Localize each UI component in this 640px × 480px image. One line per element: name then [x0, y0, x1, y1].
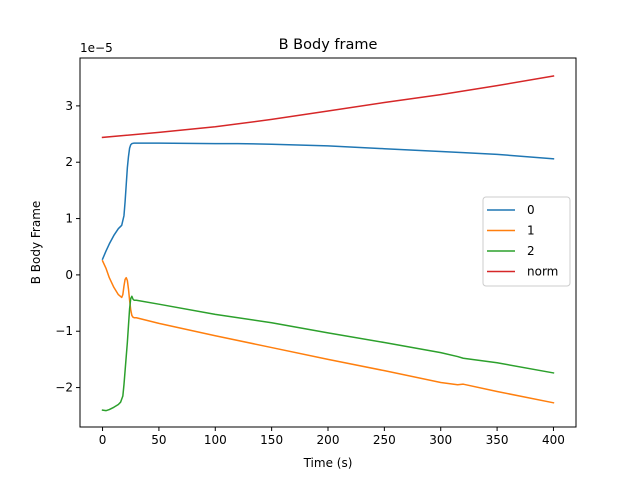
- x-axis-ticks: 0 50 100 150 200 250 300 350 400: [99, 427, 565, 447]
- x-tick-label: 350: [486, 433, 509, 447]
- chart-title: B Body frame: [279, 37, 378, 53]
- legend-label-0: 0: [527, 203, 535, 217]
- series-line-0: [101, 142, 555, 261]
- y-axis-ticks: −2 −1 0 1 2 3: [55, 99, 80, 395]
- legend-label-2: 2: [527, 244, 535, 258]
- x-tick-label: 100: [204, 433, 227, 447]
- legend: 0 1 2 norm: [482, 196, 571, 287]
- y-tick-label: 0: [65, 268, 73, 282]
- y-tick-label: −1: [55, 324, 73, 338]
- series-line-2: [101, 295, 555, 412]
- y-tick-label: 1: [65, 212, 73, 226]
- legend-label-1: 1: [527, 224, 535, 238]
- y-tick-label: 2: [65, 155, 73, 169]
- x-axis-title: Time (s): [303, 456, 353, 470]
- x-tick-label: 200: [317, 433, 340, 447]
- x-tick-label: 300: [429, 433, 452, 447]
- y-axis-offset-text: 1e−5: [80, 41, 113, 55]
- series-line-1: [101, 259, 555, 404]
- x-tick-label: 150: [260, 433, 283, 447]
- x-tick-label: 400: [542, 433, 565, 447]
- legend-label-norm: norm: [527, 265, 558, 279]
- y-tick-label: 3: [65, 99, 73, 113]
- series-group: [101, 75, 555, 412]
- x-tick-label: 0: [99, 433, 107, 447]
- legend-box: [482, 196, 571, 287]
- series-line-norm: [101, 75, 555, 139]
- x-tick-label: 50: [151, 433, 166, 447]
- legend-items: 0 1 2 norm: [487, 203, 558, 279]
- x-tick-label: 250: [373, 433, 396, 447]
- y-tick-label: −2: [55, 381, 73, 395]
- y-axis-title: B Body Frame: [29, 201, 43, 285]
